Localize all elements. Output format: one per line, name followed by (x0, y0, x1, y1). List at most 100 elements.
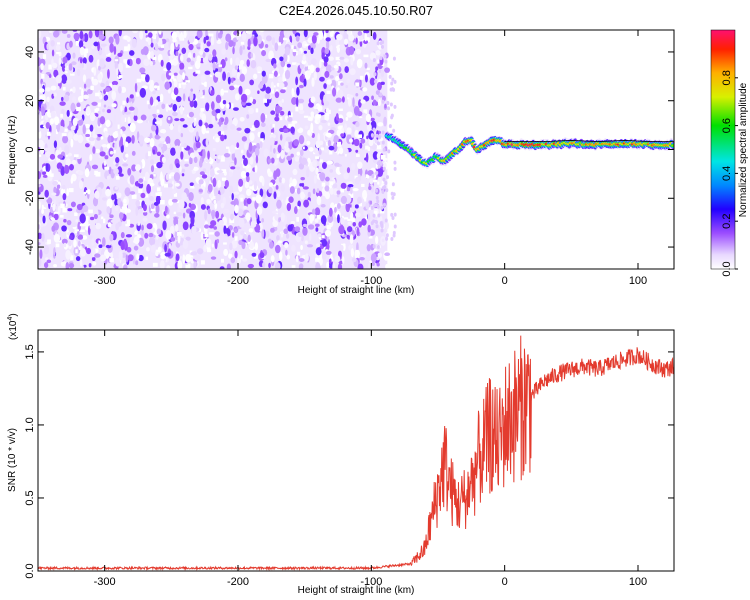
noise-speck (91, 101, 98, 106)
noise-speck (40, 223, 44, 228)
noise-speck (42, 215, 46, 224)
noise-speck (218, 64, 223, 67)
noise-speck (65, 158, 72, 167)
noise-speck (235, 57, 240, 66)
noise-speck (278, 177, 283, 183)
noise-speck (352, 97, 355, 108)
noise-speck (250, 220, 257, 228)
noise-speck (98, 240, 101, 245)
noise-speck (225, 41, 229, 51)
noise-speck (204, 47, 210, 53)
noise-speck (363, 30, 370, 34)
x-tick-label: -100 (360, 576, 382, 588)
noise-speck (253, 119, 260, 129)
noise-speck (228, 171, 233, 177)
noise-speck (321, 238, 328, 247)
noise-speck (255, 194, 262, 204)
noise-speck (150, 244, 156, 254)
noise-speck (233, 191, 240, 195)
noise-speck (185, 236, 191, 241)
noise-speck (152, 262, 158, 267)
noise-speck (198, 159, 203, 168)
noise-speck (229, 85, 235, 91)
noise-speck (240, 93, 248, 103)
noise-speck (294, 122, 301, 130)
noise-speck (231, 152, 236, 161)
noise-speck (204, 233, 208, 238)
noise-speck (313, 87, 317, 96)
noise-speck (222, 71, 227, 82)
noise-speck (204, 224, 210, 229)
noise-speck (104, 45, 110, 55)
noise-speck (307, 129, 311, 136)
noise-speck (133, 245, 139, 251)
noise-speck (67, 131, 73, 141)
noise-speck (70, 73, 75, 76)
noise-speck (175, 145, 180, 154)
noise-speck (191, 226, 197, 235)
noise-speck (257, 187, 261, 196)
noise-speck (342, 256, 345, 265)
noise-speck (93, 67, 97, 76)
noise-speck (296, 151, 301, 156)
noise-speck (126, 125, 129, 132)
noise-speck (275, 89, 279, 93)
noise-speck (276, 235, 280, 241)
noise-speck (138, 188, 143, 194)
noise-speck (107, 135, 112, 144)
noise-speck (351, 162, 356, 171)
noise-speck (139, 30, 144, 40)
noise-speck (311, 208, 316, 215)
noise-speck (77, 231, 80, 236)
noise-speck (211, 101, 215, 111)
noise-speck (128, 223, 135, 228)
noise-speck (350, 78, 354, 85)
noise-speck (244, 127, 251, 134)
noise-speck (249, 96, 254, 103)
noise-speck (168, 72, 173, 76)
noise-speck (199, 89, 203, 98)
noise-speck (392, 128, 396, 133)
noise-speck (153, 201, 159, 206)
noise-speck (50, 85, 57, 91)
noise-speck (170, 147, 176, 156)
noise-speck (205, 138, 209, 147)
noise-speck (38, 200, 41, 210)
colorbar-tick-label: 0.4 (721, 166, 733, 181)
noise-speck (365, 216, 368, 221)
noise-speck (135, 206, 139, 217)
noise-speck (95, 171, 101, 177)
noise-speck (168, 40, 171, 49)
noise-speck (295, 255, 299, 263)
noise-speck (336, 203, 341, 209)
noise-speck (127, 254, 134, 262)
noise-speck (193, 100, 198, 108)
noise-speck (161, 147, 165, 154)
noise-speck (118, 62, 124, 73)
noise-speck (299, 149, 304, 157)
y-tick-label: 1.0 (24, 417, 36, 432)
noise-speck (364, 74, 368, 83)
noise-speck (161, 156, 166, 164)
noise-speck (65, 71, 68, 74)
noise-speck (385, 221, 389, 230)
noise-speck (229, 162, 235, 168)
noise-speck (269, 74, 274, 79)
noise-speck (364, 32, 368, 42)
noise-speck (228, 252, 233, 259)
noise-speck (135, 199, 141, 207)
noise-speck (144, 30, 148, 34)
noise-speck (101, 216, 104, 220)
noise-speck (204, 70, 211, 75)
noise-speck (46, 96, 50, 103)
noise-speck (165, 143, 169, 148)
noise-speck (169, 225, 175, 234)
noise-speck (148, 114, 154, 124)
noise-speck (89, 124, 94, 132)
noise-speck (113, 149, 116, 154)
noise-speck (131, 150, 136, 156)
noise-speck (56, 86, 60, 91)
noise-speck (76, 107, 81, 112)
noise-speck (257, 131, 261, 138)
noise-speck (50, 173, 54, 177)
